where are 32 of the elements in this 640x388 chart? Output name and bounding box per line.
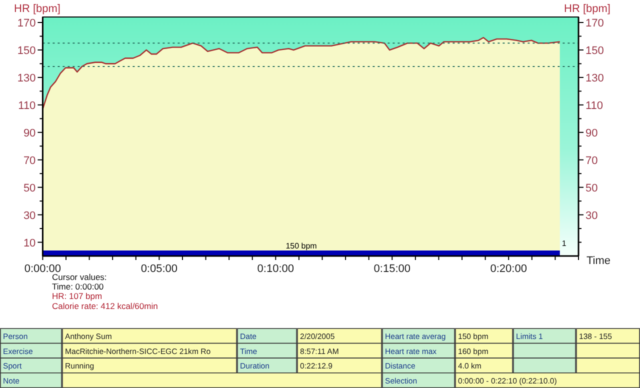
y-tick-label: 150	[17, 44, 36, 57]
y-tick-label: 10	[23, 237, 36, 250]
y-tick-label: 50	[23, 182, 36, 194]
y2-tick-label: 170	[586, 17, 604, 30]
band-label: 150 bpm	[286, 242, 318, 251]
y2-tick-label: 90	[586, 127, 598, 140]
y2-tick-label: 150	[586, 44, 604, 57]
x-axis-title: Time	[586, 255, 611, 267]
y-tick-label: 170	[17, 17, 36, 30]
x-tick-label: 0:10:00	[257, 263, 294, 275]
y2-tick-label: 130	[586, 72, 604, 84]
y2-tick-label: 50	[586, 182, 598, 194]
y-axis-title: HR [bpm]	[14, 3, 60, 15]
line-series	[42, 36, 561, 110]
x-tick-label: 0:00:00	[24, 263, 62, 275]
y2-tick-label: 110	[586, 100, 604, 112]
text: Calorie rate: 412 kcal/60min	[52, 300, 158, 311]
y-tick-label: 130	[17, 72, 36, 84]
text: Cursor values:	[52, 272, 107, 282]
x-tick-label: 0:20:00	[490, 263, 527, 275]
y2-tick-label: 70	[586, 154, 598, 167]
x-tick-label: 0:05:00	[140, 263, 178, 275]
annotation: 1	[562, 239, 567, 248]
y-tick-label: 70	[23, 154, 36, 167]
y-tick-label: 30	[23, 210, 36, 222]
y2-tick-label: 30	[586, 210, 598, 222]
y-tick-label: 110	[18, 100, 36, 112]
y-tick-label: 90	[23, 127, 36, 140]
text: HR: 107 bpm	[52, 291, 102, 302]
y2-axis-title: HR [bpm]	[564, 3, 610, 15]
x-tick-label: 0:15:00	[374, 263, 410, 275]
text: Time: 0:00:00	[52, 282, 104, 292]
